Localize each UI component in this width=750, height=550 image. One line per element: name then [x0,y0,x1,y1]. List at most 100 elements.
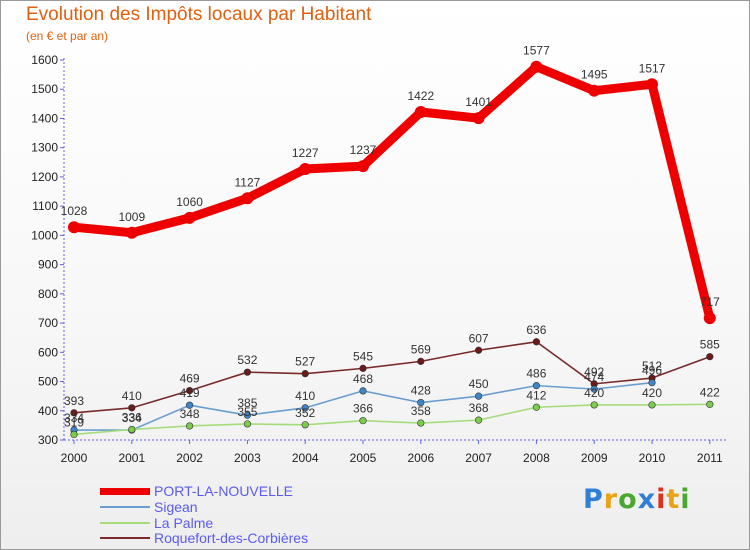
proxiti-logo: Proxiti [583,484,691,515]
series-line-roquefort-des-corbi-res [73,340,711,414]
data-label-sigean: 419 [180,386,200,400]
data-label-la-palme: 319 [64,415,84,429]
x-tick-label: 2010 [639,451,666,465]
data-point-sigean [301,404,309,412]
y-tick-label: 1300 [31,141,58,155]
y-tick-label: 500 [38,375,58,389]
data-point-roquefort-des-corbi-res [186,387,194,395]
data-point-sigean [590,385,598,393]
data-point-sigean [648,379,656,387]
data-label-la-palme: 420 [584,386,604,400]
y-tick-label: 700 [38,316,58,330]
data-label-la-palme: 358 [411,404,431,418]
data-label-sigean: 496 [642,364,662,378]
data-point-port-la-nouvelle [703,312,716,325]
data-label-roquefort-des-corbi-res: 585 [700,338,720,352]
data-point-roquefort-des-corbi-res [243,368,251,376]
data-point-la-palme [128,425,136,434]
data-point-port-la-nouvelle [241,192,254,205]
data-point-roquefort-des-corbi-res [359,364,367,372]
data-label-roquefort-des-corbi-res: 527 [295,355,315,369]
legend-label-sigean: Sigean [154,499,198,515]
data-point-port-la-nouvelle [530,60,543,73]
y-tick-label: 400 [38,404,58,418]
data-point-roquefort-des-corbi-res [417,357,425,365]
data-label-la-palme: 412 [526,388,546,402]
y-tick-label: 800 [38,287,58,301]
data-label-sigean: 334 [64,411,84,425]
data-label-sigean: 486 [526,367,546,381]
data-point-port-la-nouvelle [68,221,80,234]
data-label-la-palme: 336 [122,410,142,424]
data-label-port-la-nouvelle: 1517 [639,61,666,75]
data-point-la-palme [475,416,483,424]
logo-letter: r [603,484,619,515]
series-line-port-la-nouvelle [69,62,715,323]
logo-letter: i [680,484,691,515]
chart-subtitle: (en € et par an) [26,29,109,43]
legend-label-roquefort: Roquefort-des-Corbières [154,530,309,546]
data-label-port-la-nouvelle: 1060 [176,195,203,209]
legend-label-port-la-nouvelle: PORT-LA-NOUVELLE [154,483,294,499]
data-label-roquefort-des-corbi-res: 512 [642,359,662,373]
data-point-la-palme [648,401,656,409]
data-label-roquefort-des-corbi-res: 393 [64,394,84,408]
data-label-sigean: 474 [584,370,604,384]
data-label-port-la-nouvelle: 1237 [350,143,377,157]
data-label-port-la-nouvelle: 717 [700,295,720,309]
data-label-sigean: 385 [237,396,257,410]
y-tick-label: 1200 [31,170,58,184]
data-point-la-palme [70,430,78,439]
data-point-port-la-nouvelle [588,84,601,97]
data-point-port-la-nouvelle [183,211,196,224]
data-label-roquefort-des-corbi-res: 636 [526,323,546,337]
data-point-la-palme [301,421,309,429]
data-label-la-palme: 348 [180,407,200,421]
legend-label-la-palme: La Palme [154,515,214,531]
data-point-la-palme [243,420,251,428]
data-point-roquefort-des-corbi-res [70,409,78,417]
data-label-roquefort-des-corbi-res: 607 [469,331,489,345]
data-label-la-palme: 420 [642,386,662,400]
data-label-sigean: 334 [122,411,142,425]
data-point-port-la-nouvelle [299,163,312,176]
data-label-port-la-nouvelle: 1495 [581,68,608,82]
data-label-sigean: 468 [353,372,373,386]
data-label-port-la-nouvelle: 1009 [118,210,145,224]
data-label-sigean: 450 [469,377,489,391]
data-point-port-la-nouvelle [472,112,485,125]
y-tick-label: 1500 [31,82,58,96]
data-point-la-palme [706,400,714,408]
data-label-roquefort-des-corbi-res: 569 [411,342,431,356]
y-tick-label: 900 [38,258,58,272]
y-tick-label: 1000 [31,228,58,242]
data-point-sigean [475,392,483,400]
chart-title: Evolution des Impôts locaux par Habitant [26,4,372,25]
x-tick-label: 2008 [523,451,550,465]
series-line-la-palme [73,403,711,436]
data-point-roquefort-des-corbi-res [301,370,309,378]
legend-swatch-port-la-nouvelle [100,488,150,495]
x-tick-label: 2004 [292,451,319,465]
data-point-la-palme [590,401,598,409]
data-point-la-palme [186,422,194,430]
data-label-la-palme: 355 [237,405,257,419]
data-point-la-palme [359,417,367,425]
data-point-port-la-nouvelle [357,160,369,173]
data-label-port-la-nouvelle: 1401 [465,95,492,109]
data-label-roquefort-des-corbi-res: 410 [122,389,142,403]
legend-swatch-sigean [100,506,150,508]
logo-letter: i [656,484,667,515]
y-tick-label: 1100 [32,199,58,213]
logo-letter: t [666,484,681,515]
data-label-roquefort-des-corbi-res: 469 [180,372,200,386]
y-tick-label: 300 [38,433,58,447]
x-tick-label: 2011 [697,451,723,465]
x-tick-label: 2003 [234,451,261,465]
data-label-port-la-nouvelle: 1127 [234,175,260,189]
data-label-port-la-nouvelle: 1577 [523,44,550,58]
data-point-la-palme [417,419,425,427]
data-point-port-la-nouvelle [646,78,658,91]
data-label-port-la-nouvelle: 1422 [407,89,434,103]
data-point-sigean [243,411,251,419]
